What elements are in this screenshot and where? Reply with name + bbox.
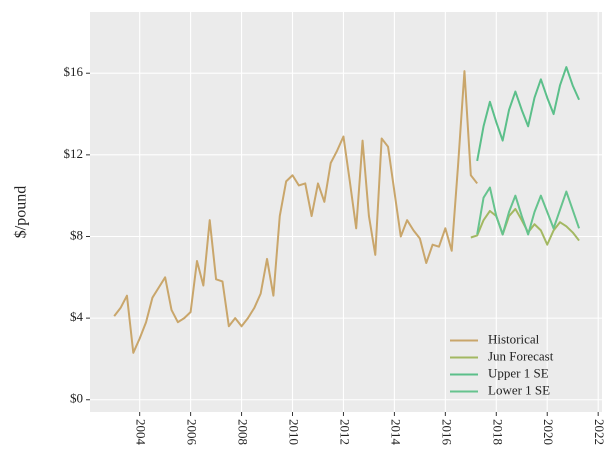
series-line [476, 66, 580, 162]
series-line [476, 186, 581, 236]
y-tick-label: $12 [64, 146, 84, 161]
y-tick-label: $8 [70, 227, 83, 242]
legend-label: Historical [488, 331, 540, 346]
x-tick-label: 2022 [592, 419, 607, 445]
y-tick-label: $0 [70, 391, 83, 406]
legend-label: Jun Forecast [488, 348, 554, 363]
y-axis-label: $/pound [13, 186, 30, 238]
series-line [113, 70, 478, 354]
y-tick-label: $16 [64, 64, 84, 79]
y-tick-label: $4 [70, 309, 84, 324]
x-tick-label: 2016 [439, 419, 454, 446]
x-tick-label: 2010 [287, 419, 302, 445]
x-tick-label: 2020 [541, 419, 556, 445]
legend-label: Upper 1 SE [488, 365, 549, 380]
x-tick-label: 2012 [337, 419, 352, 445]
x-tick-label: 2008 [236, 419, 251, 445]
x-tick-label: 2006 [185, 419, 200, 446]
legend-label: Lower 1 SE [488, 382, 550, 397]
x-tick-label: 2014 [388, 419, 403, 446]
x-tick-label: 2004 [134, 419, 149, 446]
x-tick-label: 2018 [490, 419, 505, 445]
